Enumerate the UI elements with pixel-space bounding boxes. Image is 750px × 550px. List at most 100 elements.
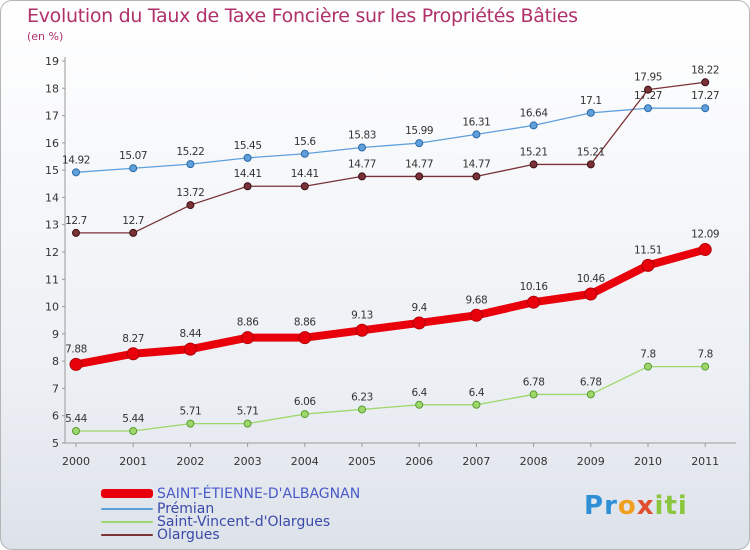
data-label: 15.22	[176, 146, 204, 158]
data-point	[355, 323, 369, 337]
x-tick-label: 2011	[691, 455, 719, 468]
x-tick-label: 2010	[634, 455, 662, 468]
y-tick-label: 9	[52, 328, 59, 341]
data-point	[644, 104, 652, 113]
data-point	[241, 331, 255, 345]
data-label: 15.6	[294, 136, 316, 148]
data-point	[698, 243, 712, 257]
data-point	[415, 139, 424, 148]
chart-title: Evolution du Taux de Taxe Foncière sur l…	[27, 5, 578, 27]
data-point	[129, 164, 138, 173]
x-tick-label: 2005	[348, 455, 376, 468]
legend: SAINT-ÉTIENNE-D'ALBAGNAN Prémian Saint-Vin…	[101, 485, 361, 542]
data-point	[701, 104, 710, 113]
data-label: 18.22	[691, 64, 719, 76]
data-label: 6.23	[351, 391, 373, 403]
logo-letter: i	[677, 491, 688, 521]
data-label: 6.4	[411, 387, 427, 399]
logo-letter: x	[636, 491, 655, 521]
logo-letter: o	[617, 491, 637, 521]
logo-letter: t	[664, 491, 678, 521]
data-label: 15.99	[405, 125, 433, 137]
data-label: 8.44	[180, 328, 202, 340]
data-point	[415, 172, 424, 181]
data-label: 17.1	[580, 95, 602, 107]
logo-letter: r	[604, 491, 618, 521]
data-label: 12.09	[691, 229, 719, 241]
series-premian: 14.92 15.07 15.22 15.45 15.6 15.83 15.99 16.31 1…	[62, 90, 720, 177]
data-point	[412, 316, 426, 330]
data-point	[186, 419, 195, 428]
legend-label: SAINT-ÉTIENNE-D'ALBAGNAN	[157, 485, 361, 502]
data-point	[72, 228, 80, 237]
data-label: 15.07	[119, 150, 147, 162]
data-label: 14.77	[348, 158, 376, 170]
data-point	[300, 149, 309, 158]
data-point	[298, 331, 312, 345]
y-tick-label: 18	[45, 82, 59, 95]
data-point	[529, 390, 538, 399]
legend-label: Prémian	[157, 500, 215, 517]
data-label: 14.77	[405, 158, 433, 170]
series-line	[72, 245, 710, 369]
x-tick-label: 2006	[405, 455, 433, 468]
data-point	[469, 308, 483, 322]
data-point	[472, 400, 481, 409]
data-label: 7.88	[65, 343, 87, 355]
data-point	[641, 258, 655, 272]
data-point	[129, 228, 138, 237]
data-label: 14.92	[62, 154, 90, 166]
data-point	[72, 168, 80, 177]
data-label: 14.77	[462, 158, 490, 170]
data-label: 17.95	[634, 72, 662, 84]
data-point	[701, 78, 710, 87]
y-tick-label: 17	[45, 110, 59, 123]
data-label: 7.8	[697, 349, 713, 361]
x-tick-label: 2007	[462, 455, 490, 468]
data-label: 8.27	[122, 333, 144, 345]
data-point	[644, 85, 652, 94]
series-line	[75, 107, 706, 173]
data-label: 6.78	[523, 376, 545, 388]
data-label: 6.06	[294, 396, 316, 408]
series-saint-vincent: 5.44 5.44 5.71 5.71 6.06 6.23 6.4 6.4 6.78 6.78 7.…	[65, 349, 713, 435]
data-point	[358, 405, 366, 414]
series-line	[75, 365, 706, 432]
y-tick-label: 19	[45, 55, 59, 68]
legend-swatch	[101, 507, 153, 510]
y-tick-label: 6	[52, 410, 59, 423]
x-tick-label: 2001	[119, 455, 147, 468]
data-point	[186, 160, 195, 169]
x-tick-label: 2004	[291, 455, 319, 468]
data-label: 8.86	[237, 317, 259, 329]
data-point	[69, 357, 83, 371]
data-point	[415, 400, 424, 409]
data-point	[243, 419, 252, 428]
data-label: 12.7	[122, 215, 144, 227]
data-point	[644, 362, 652, 371]
y-tick-label: 7	[52, 382, 59, 395]
data-label: 5.71	[237, 406, 259, 418]
legend-swatch	[101, 520, 153, 523]
data-label: 6.4	[469, 387, 485, 399]
data-label: 16.31	[462, 116, 490, 128]
data-point	[186, 201, 195, 210]
data-point	[300, 410, 309, 419]
data-point	[586, 160, 595, 169]
x-tick-label: 2009	[577, 455, 605, 468]
data-point	[529, 121, 538, 130]
y-tick-label: 8	[52, 355, 59, 368]
data-point	[358, 172, 366, 181]
data-point	[72, 426, 80, 435]
data-point	[358, 143, 366, 152]
data-label: 7.8	[640, 349, 656, 361]
y-tick-label: 15	[45, 164, 59, 177]
data-label: 8.86	[294, 317, 316, 329]
data-label: 9.13	[351, 309, 373, 321]
data-label: 11.51	[634, 244, 662, 256]
data-label: 10.46	[577, 273, 606, 285]
logo-letter: i	[654, 491, 665, 521]
legend-item-olargues: Olargues	[101, 528, 360, 542]
